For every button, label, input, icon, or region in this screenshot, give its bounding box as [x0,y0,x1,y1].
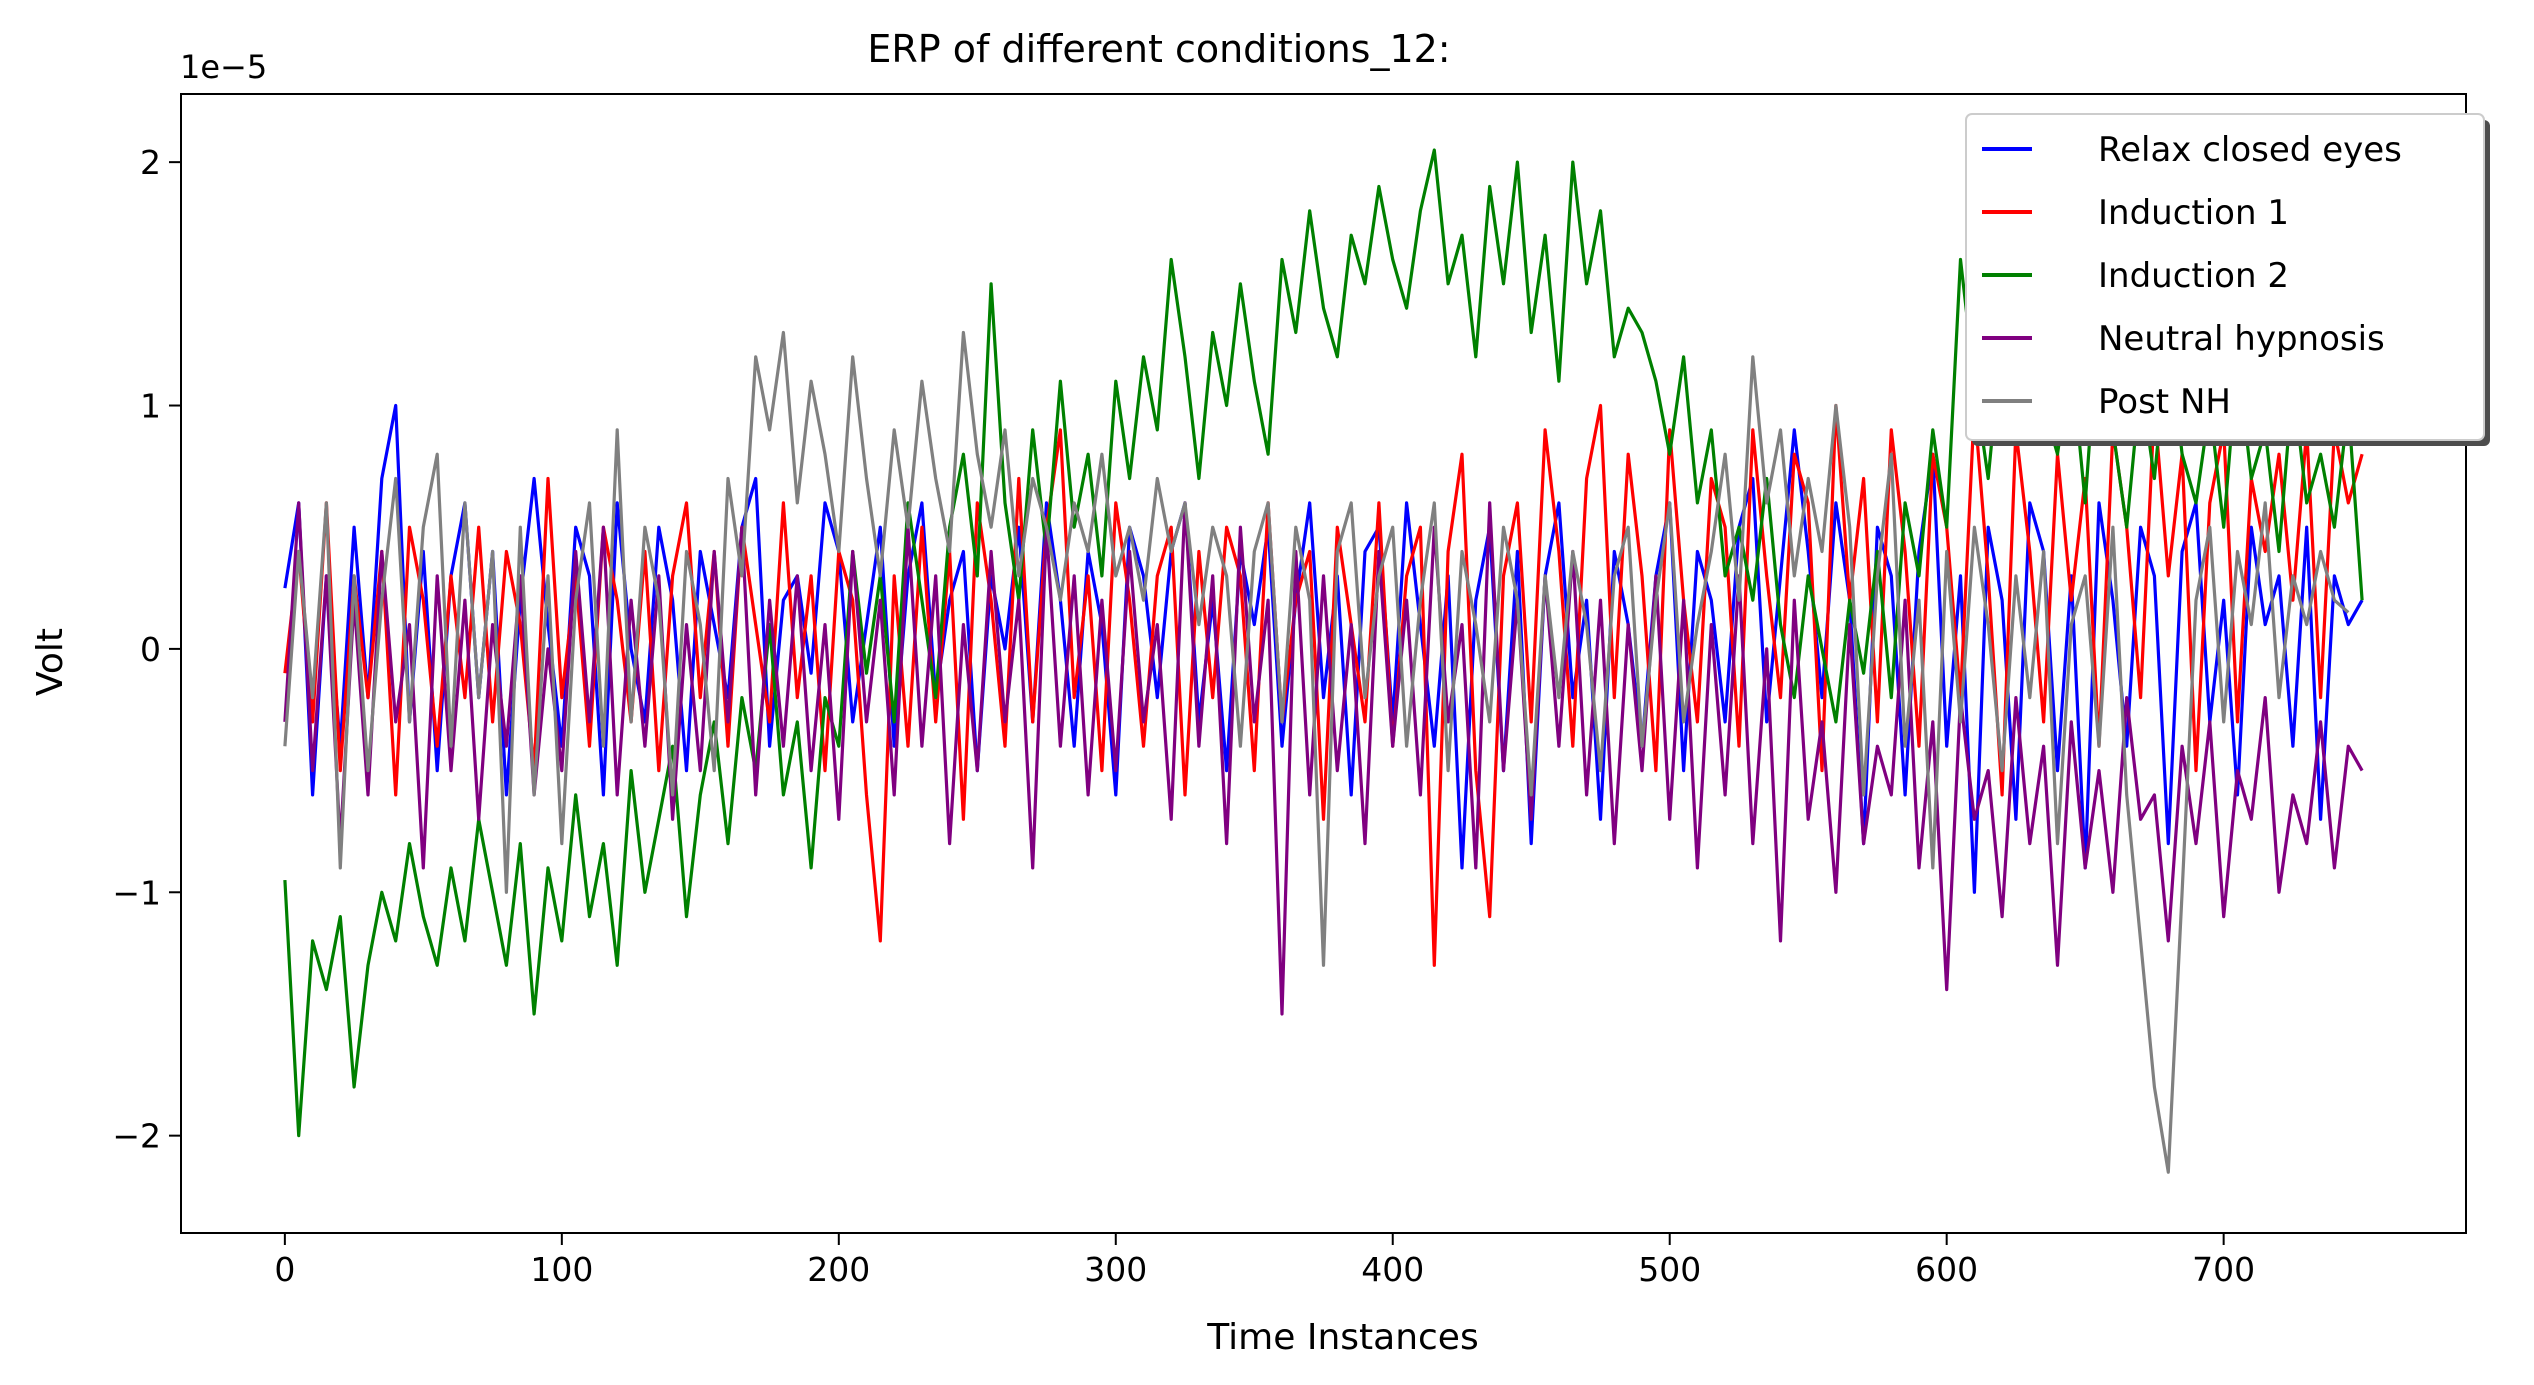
chart-title: ERP of different conditions_12: [867,27,1450,71]
series-line-relax-closed-eyes [283,403,2364,894]
x-tick-label: 0 [274,1250,295,1289]
x-axis-label: Time Instances [1206,1317,1478,1358]
y-tick-label: −1 [112,873,161,912]
plot-area-frame [180,93,2467,1234]
x-tick-label: 300 [1084,1250,1147,1289]
y-axis: −2 −1 0 1 2 [112,143,181,1156]
x-tick-label: 100 [530,1250,593,1289]
legend-label-neutral-hypnosis: Neutral hypnosis [2098,319,2385,359]
y-offset-label: 1e−5 [180,48,267,86]
legend: Relax closed eyes Induction 1 Induction 2 N… [1965,113,2490,446]
x-tick-label: 700 [2192,1250,2255,1289]
y-axis-label: Volt [30,628,71,696]
legend-label-post-nh: Post NH [2098,382,2231,422]
y-tick-label: 1 [140,387,161,426]
y-tick-label: 0 [140,630,161,669]
series-line-post-nh [283,330,2350,1174]
legend-label-induction-1: Induction 1 [2098,193,2289,233]
x-axis: 0 100 200 300 400 500 600 700 [274,1233,2255,1289]
legend-label-induction-2: Induction 2 [2098,256,2289,296]
x-tick-label: 400 [1361,1250,1424,1289]
y-tick-label: −2 [112,1117,161,1156]
x-tick-label: 600 [1915,1250,1978,1289]
x-tick-label: 200 [807,1250,870,1289]
x-tick-label: 500 [1638,1250,1701,1289]
y-tick-label: 2 [140,143,161,182]
series-line-neutral-hypnosis [283,501,2364,1016]
legend-label-relax-closed-eyes: Relax closed eyes [2098,130,2402,170]
legend-box [1965,113,2485,441]
